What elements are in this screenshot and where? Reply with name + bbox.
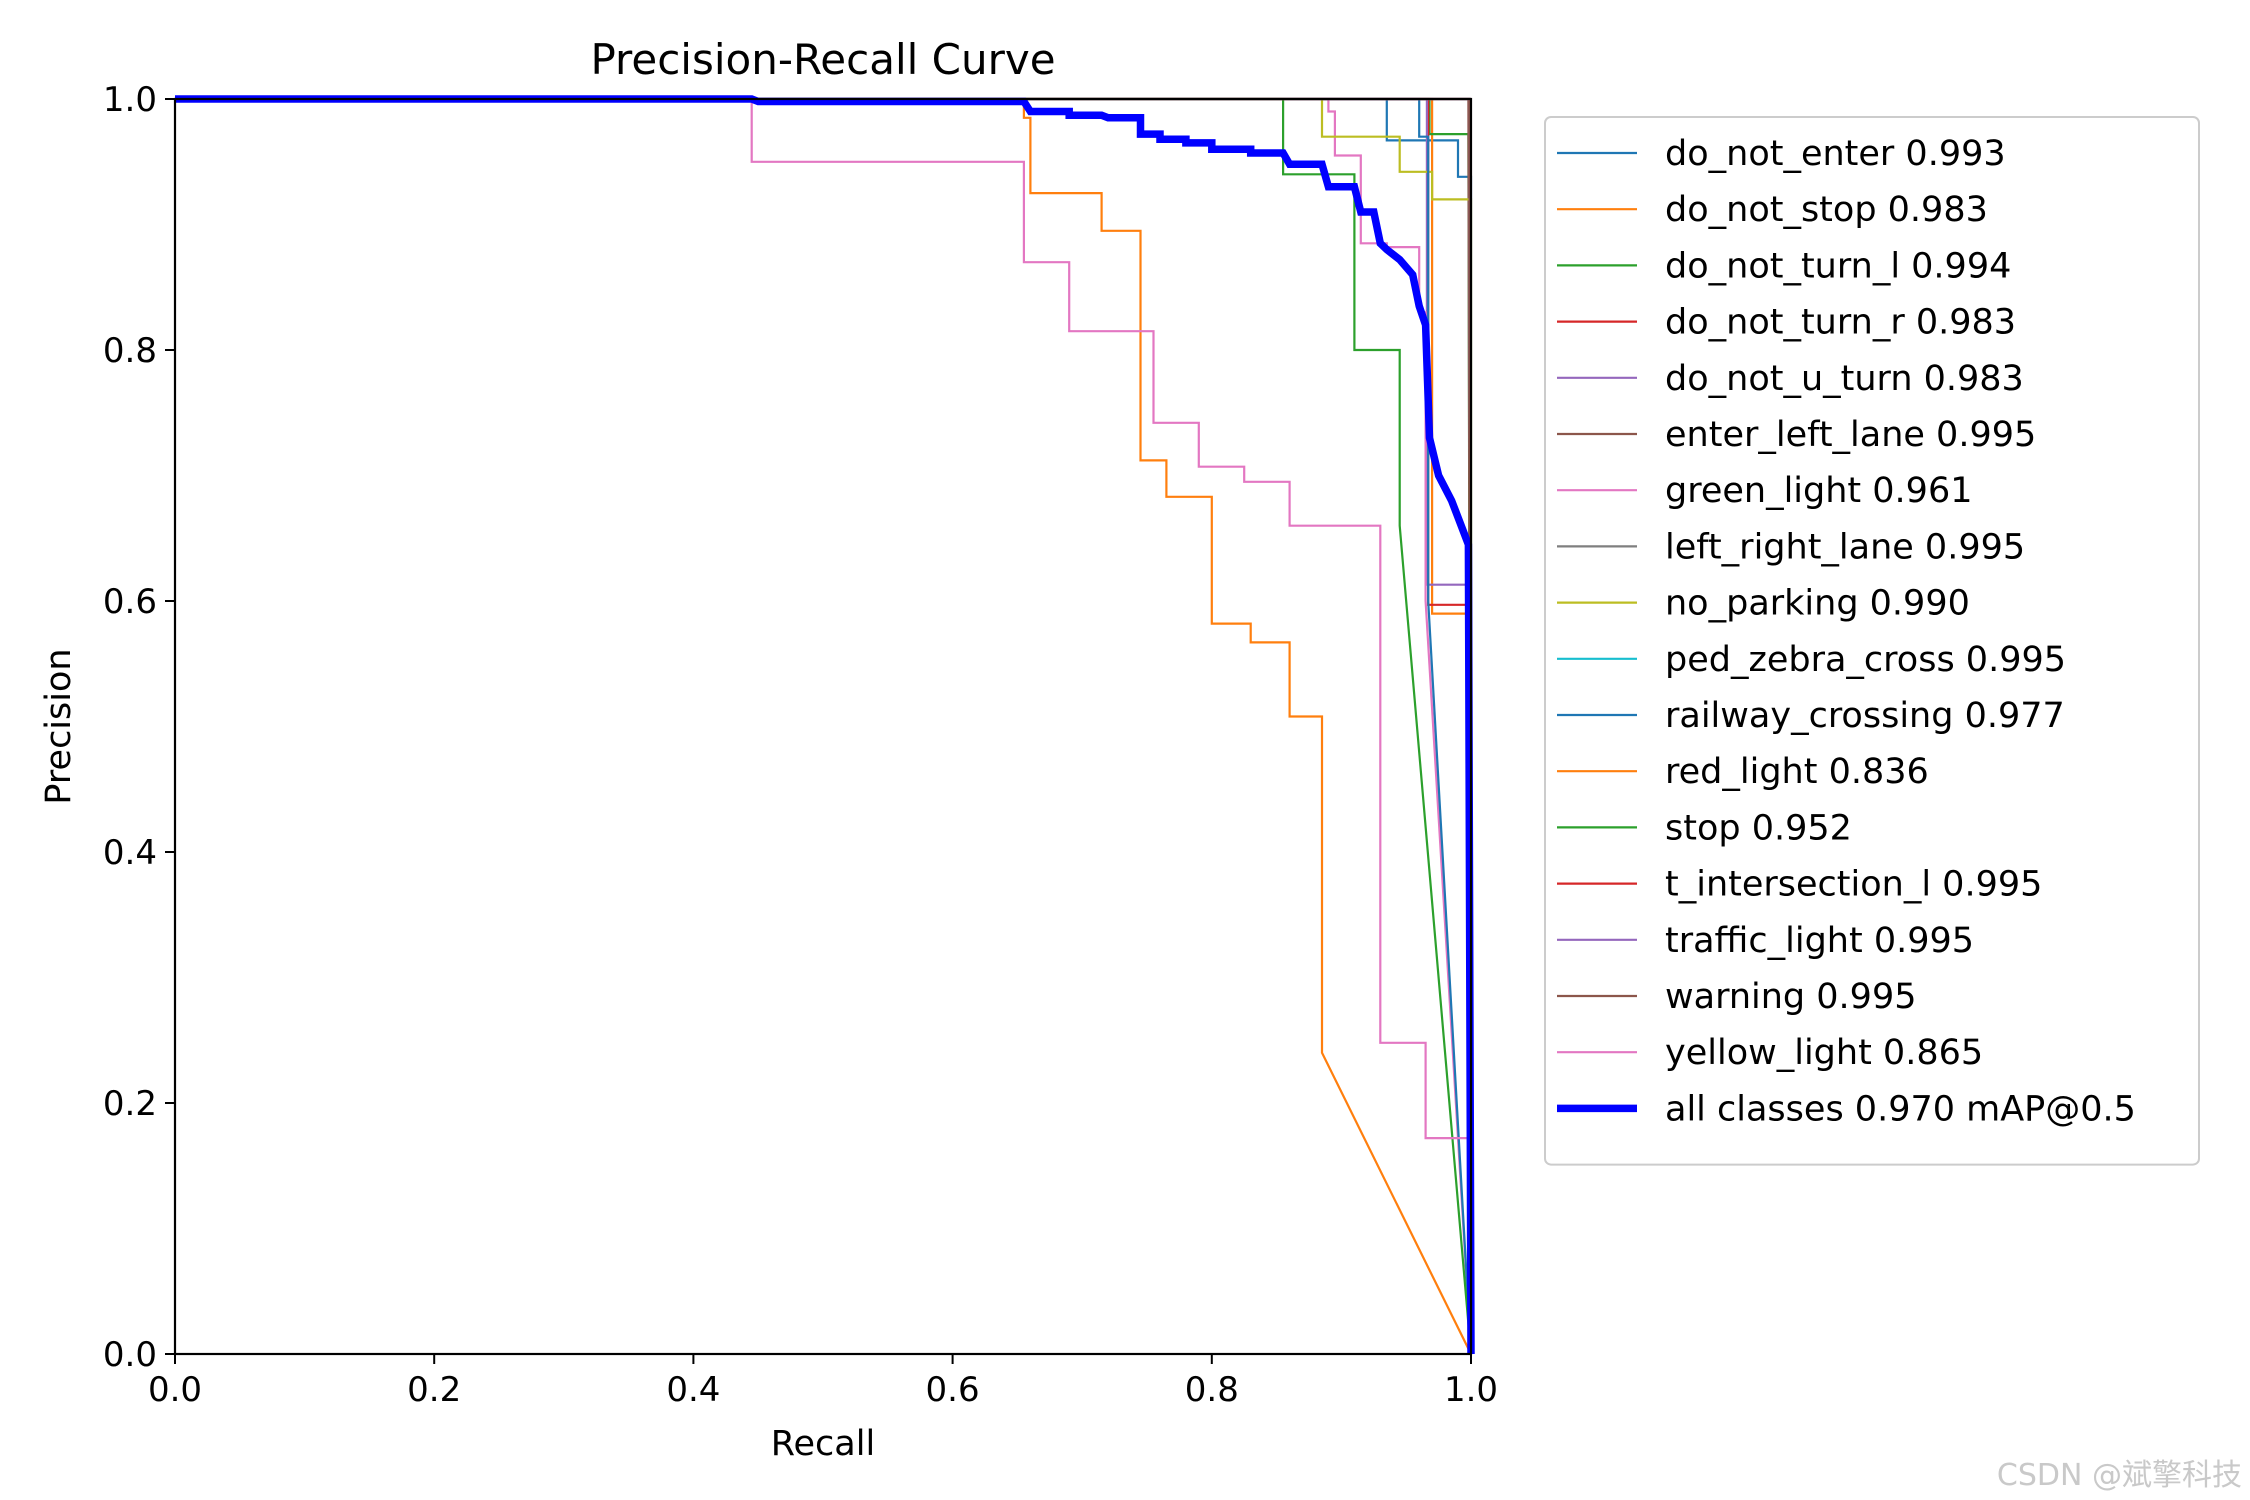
x-tick-label: 0.6 (926, 1370, 980, 1410)
legend-label: stop 0.952 (1665, 808, 1852, 848)
chart-title: Precision-Recall Curve (590, 35, 1055, 84)
legend-label: no_parking 0.990 (1665, 584, 1970, 624)
y-axis-label: Precision (39, 648, 79, 804)
legend-label: traffic_light 0.995 (1665, 921, 1974, 961)
legend-label: do_not_turn_r 0.983 (1665, 303, 2016, 343)
series-line-9 (175, 97, 1473, 1355)
legend-label: do_not_turn_l 0.994 (1665, 246, 2011, 286)
series-line-16 (175, 97, 1473, 1355)
watermark: CSDN @斌擎科技 (1996, 1458, 2242, 1493)
legend-label: enter_left_lane 0.995 (1665, 415, 2036, 455)
y-tick-label: 0.0 (103, 1335, 157, 1375)
series-line-0 (175, 97, 1473, 1354)
x-tick-label: 0.4 (666, 1370, 720, 1410)
series-line-4 (175, 97, 1473, 1355)
axes: 0.0 0.2 0.4 0.6 0.8 1.0 0.0 0.2 0.4 0.6 0.8 1.0 (103, 80, 1498, 1410)
series-line-3 (175, 97, 1473, 1355)
series-line-13 (175, 97, 1473, 1355)
y-tick-label: 0.4 (103, 833, 157, 873)
legend-label: railway_crossing 0.977 (1665, 696, 2065, 736)
legend-label: yellow_light 0.865 (1665, 1033, 1983, 1073)
series-line-1 (175, 97, 1473, 1355)
x-tick-label: 0.8 (1185, 1370, 1239, 1410)
y-tick-label: 0.6 (103, 582, 157, 622)
series-line-15 (175, 97, 1473, 1355)
legend-label: warning 0.995 (1665, 977, 1916, 1017)
legend-label: do_not_u_turn 0.983 (1665, 359, 2024, 399)
plot-area (175, 95, 1475, 1355)
legend-label: do_not_stop 0.983 (1665, 190, 1988, 230)
y-tick-label: 0.8 (103, 331, 157, 371)
y-tick-label: 1.0 (103, 80, 157, 120)
legend-label: red_light 0.836 (1665, 752, 1929, 792)
series-line-17 (175, 95, 1475, 1355)
x-axis-label: Recall (771, 1424, 875, 1464)
series-line-11 (175, 97, 1472, 1355)
legend-label: green_light 0.961 (1665, 471, 1972, 511)
series-line-2 (175, 97, 1473, 1355)
legend-box (1544, 116, 2200, 1166)
series-line-10 (175, 97, 1473, 1355)
legend-label: do_not_enter 0.993 (1665, 134, 2006, 174)
legend: do_not_enter 0.993 do_not_stop 0.983 do_no… (1544, 116, 2200, 1166)
series-line-5 (175, 97, 1473, 1355)
legend-label: ped_zebra_cross 0.995 (1665, 640, 2066, 680)
series-line-12 (175, 97, 1473, 1355)
x-tick-label: 1.0 (1444, 1370, 1498, 1410)
legend-label: left_right_lane 0.995 (1665, 527, 2025, 567)
x-tick-label: 0.0 (148, 1370, 202, 1410)
series-line-6 (175, 97, 1473, 1355)
axes-frame (173, 97, 1473, 1356)
legend-label: t_intersection_l 0.995 (1665, 865, 2042, 905)
x-tick-label: 0.2 (407, 1370, 461, 1410)
series-line-7 (175, 97, 1473, 1355)
y-tick-label: 0.2 (103, 1084, 157, 1124)
legend-label: all classes 0.970 mAP@0.5 (1665, 1089, 2136, 1129)
series-line-8 (175, 97, 1473, 1354)
series-line-14 (175, 97, 1473, 1355)
